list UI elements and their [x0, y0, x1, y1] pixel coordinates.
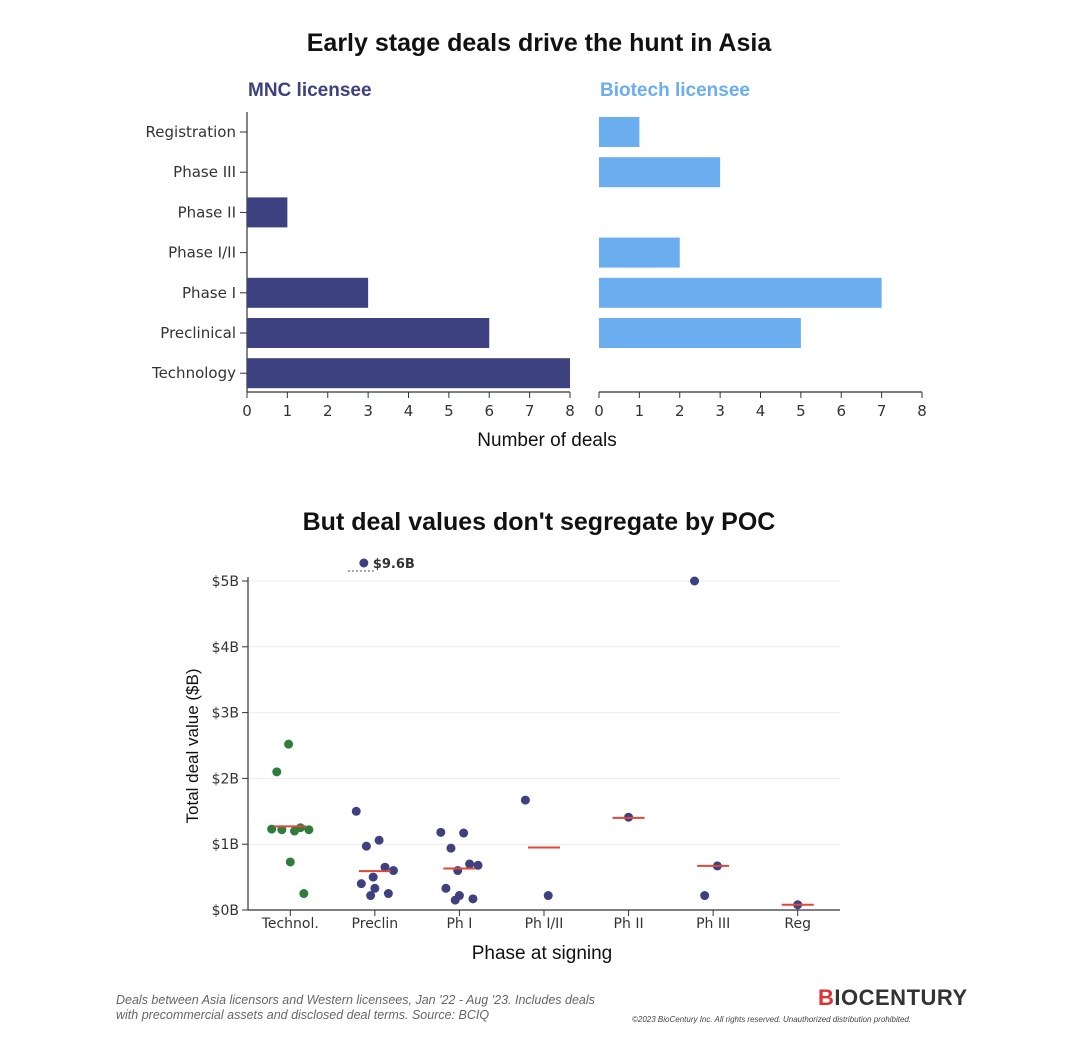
scatter-point: [473, 860, 483, 870]
scatter-point: [299, 889, 309, 899]
bar-mnc: [247, 318, 490, 348]
scatter-y-axis-label: Total deal value ($B): [183, 669, 202, 824]
scatter-point: [700, 891, 710, 901]
bar-x-tick-label: 3: [715, 402, 725, 420]
scatter-point: [468, 894, 478, 904]
scatter-y-tick-label: $5B: [212, 574, 239, 590]
scatter-point: [295, 823, 305, 833]
bar-mnc: [247, 277, 369, 308]
scatter-y-tick-label: $3B: [212, 706, 239, 722]
scatter-point: [436, 827, 446, 837]
scatter-point: [284, 739, 294, 749]
bar-x-tick-label: 5: [444, 402, 454, 420]
bar-x-tick-label: 8: [917, 402, 927, 420]
scatter-chart: $0B $1B $2B $3B $4B $5B Technol. Preclin Ph I Ph …: [212, 557, 840, 932]
scatter-y-tick-label: $0B: [212, 903, 239, 919]
scatter-point: [441, 883, 451, 893]
scatter-point: [380, 862, 390, 872]
scatter-point: [453, 866, 463, 876]
bar-x-tick-label: 1: [635, 402, 645, 420]
footnote: Deals between Asia licensors and Western…: [116, 993, 595, 1022]
bar-category-label: Technology: [151, 364, 236, 382]
scatter-point: [370, 883, 380, 893]
bar-x-tick-label: 2: [323, 402, 333, 420]
logo-letter-b: B: [818, 985, 835, 1010]
bar-biotech: [599, 117, 640, 147]
bar-x-tick-label: 0: [242, 402, 252, 420]
scatter-point: [356, 879, 366, 889]
legend-biotech-label: Biotech licensee: [600, 80, 750, 101]
scatter-y-tick-label: $1B: [212, 837, 239, 853]
bar-x-tick-label: 4: [404, 402, 414, 420]
chart1-title: Early stage deals drive the hunt in Asia: [307, 29, 773, 57]
scatter-point: [465, 859, 475, 869]
bar-category-label: Preclinical: [160, 324, 236, 342]
scatter-x-axis-label: Phase at signing: [472, 943, 613, 964]
bar-category-label: Registration: [146, 123, 236, 141]
bar-x-tick-label: 1: [283, 402, 293, 420]
bar-x-tick-label: 2: [675, 402, 685, 420]
bar-x-tick-label: 6: [836, 402, 846, 420]
scatter-x-tick-label: Preclin: [352, 916, 399, 932]
bar-x-tick-label: 6: [484, 402, 494, 420]
scatter-point: [450, 895, 460, 905]
bar-x-tick-label: 7: [877, 402, 887, 420]
bar-mnc: [247, 358, 570, 389]
scatter-x-tick-label: Ph I: [446, 916, 472, 932]
bar-biotech: [599, 237, 680, 268]
scatter-point: [543, 891, 553, 901]
scatter-point: [267, 824, 277, 834]
logo-wordmark: IOCENTURY: [834, 985, 968, 1010]
bar-biotech: [599, 277, 882, 308]
legend-mnc-label: MNC licensee: [248, 80, 372, 101]
bar-x-tick-label: 4: [756, 402, 766, 420]
copyright: ©2023 BioCentury Inc. All rights reserve…: [632, 1015, 912, 1024]
scatter-point: [368, 872, 378, 882]
bar-x-tick-label: 0: [594, 402, 604, 420]
biocentury-logo: BIOCENTURY: [818, 985, 968, 1011]
scatter-point: [272, 767, 282, 777]
scatter-point: [351, 806, 361, 816]
scatter-outlier-point: [359, 558, 369, 568]
bar-x-tick-label: 3: [363, 402, 373, 420]
scatter-point: [690, 576, 700, 586]
scatter-y-tick-label: $2B: [212, 771, 239, 787]
bar-biotech: [599, 157, 721, 188]
scatter-point: [285, 857, 295, 867]
bar-x-axis-label: Number of deals: [477, 430, 616, 451]
scatter-point: [459, 828, 469, 838]
scatter-x-tick-label: Technol.: [261, 916, 319, 932]
scatter-point: [366, 891, 376, 901]
scatter-point: [361, 841, 371, 851]
bar-x-tick-label: 5: [796, 402, 806, 420]
bar-category-label: Phase I: [182, 284, 236, 302]
bar-x-tick-label: 7: [525, 402, 535, 420]
bar-x-tick-label: 8: [565, 402, 575, 420]
scatter-point: [388, 866, 398, 876]
scatter-outlier-label: $9.6B: [373, 557, 415, 572]
scatter-x-tick-label: Ph III: [696, 916, 730, 932]
scatter-point: [374, 835, 384, 845]
scatter-x-tick-label: Ph I/II: [525, 916, 564, 932]
chart2-title: But deal values don't segregate by POC: [303, 508, 776, 536]
bar-category-label: Phase II: [178, 203, 236, 221]
scatter-point: [383, 889, 393, 899]
bar-category-label: Phase III: [173, 163, 236, 181]
bar-chart: Registration Phase III Phase II Phase I/II P…: [146, 112, 927, 420]
bar-category-label: Phase I/II: [168, 244, 236, 262]
scatter-x-tick-label: Ph II: [614, 916, 644, 932]
scatter-point: [446, 843, 456, 853]
scatter-point: [520, 795, 530, 805]
bar-mnc: [247, 197, 288, 228]
scatter-point: [304, 825, 314, 835]
scatter-x-tick-label: Reg: [784, 916, 811, 932]
scatter-y-tick-label: $4B: [212, 640, 239, 656]
scatter-point: [277, 825, 287, 835]
bar-biotech: [599, 318, 801, 348]
